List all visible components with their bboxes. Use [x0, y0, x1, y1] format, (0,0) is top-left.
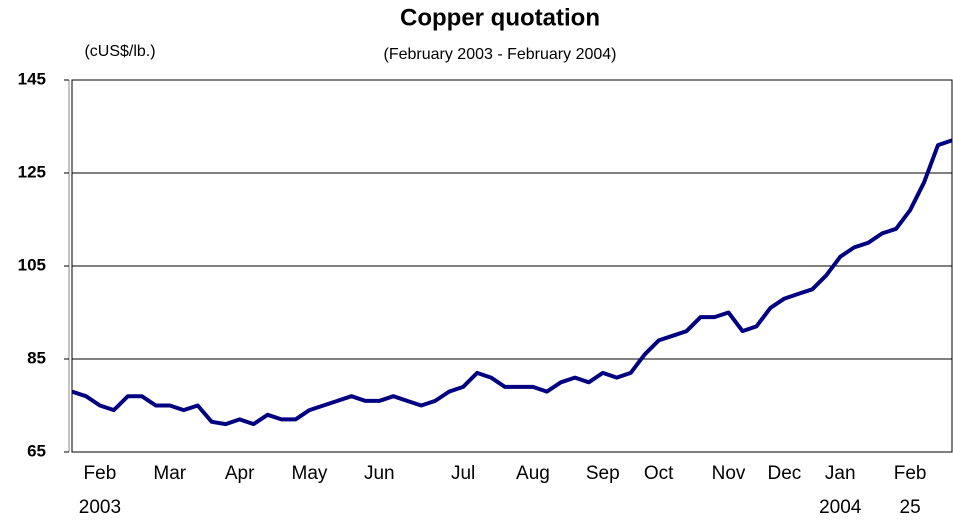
y-tick-label: 65 [27, 441, 46, 460]
x-tick-sublabel: 25 [900, 497, 921, 518]
y-tick-label: 105 [18, 255, 46, 274]
x-tick-label: May [292, 463, 328, 484]
x-tick-label: Feb [894, 463, 927, 484]
x-tick-label: Aug [516, 463, 550, 484]
x-tick-label: Dec [767, 463, 801, 484]
line-series [71, 138, 953, 427]
x-tick-label: Jan [825, 463, 856, 484]
chart-subtitle: (February 2003 - February 2004) [384, 46, 617, 63]
x-tick-label: Apr [225, 463, 255, 484]
y-axis-label: (cUS$/lb.) [84, 43, 155, 60]
y-tick-label: 85 [27, 348, 46, 367]
x-tick-label: Sep [586, 463, 620, 484]
chart-title: Copper quotation [400, 4, 600, 31]
x-tick-sublabel: 2004 [819, 497, 862, 518]
x-tick-sublabel: 2003 [79, 497, 121, 518]
y-tick-label: 125 [18, 162, 46, 181]
x-tick-label: Jul [451, 463, 475, 484]
x-tick-label: Jun [364, 463, 395, 484]
x-tick-label: Nov [712, 463, 746, 484]
x-tick-label: Oct [644, 463, 674, 484]
x-tick-label: Mar [153, 463, 186, 484]
x-tick-label: Feb [84, 463, 117, 484]
y-tick-label: 145 [18, 69, 46, 88]
